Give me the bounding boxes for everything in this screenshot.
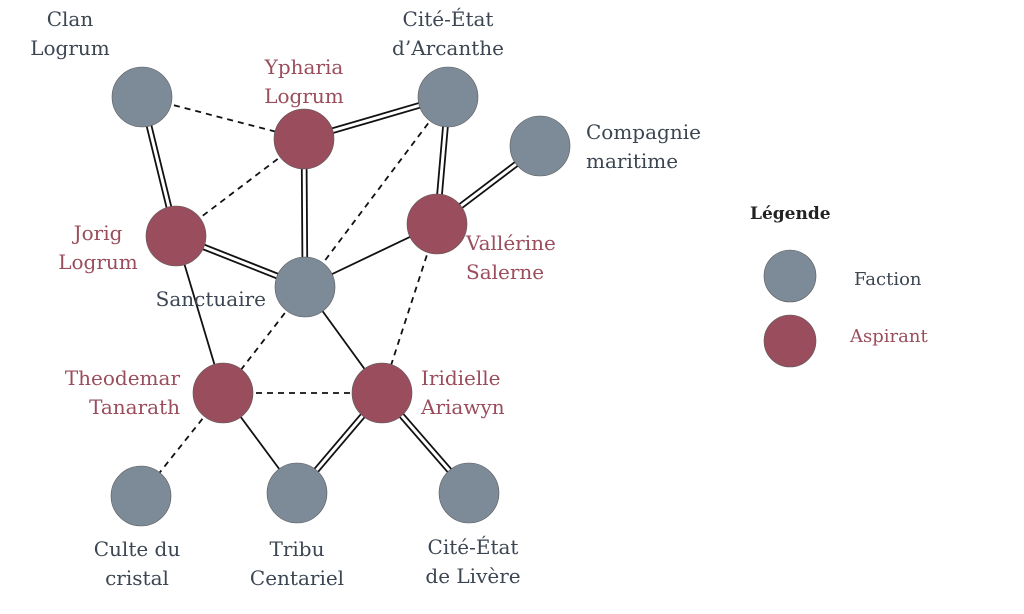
node-label-line: Tanarath xyxy=(89,395,180,419)
edge-dashed xyxy=(304,96,449,288)
node-label-line: maritime xyxy=(586,149,678,173)
legend-faction-label: Faction xyxy=(854,269,922,290)
node-cite-etat-livere-label: Cité-État de Livère xyxy=(425,535,520,588)
node-sanctuaire-label: Sanctuaire xyxy=(156,287,266,311)
node-jorig-logrum-circle xyxy=(145,205,207,267)
node-compagnie-maritime-label: Compagnie maritime xyxy=(586,120,701,173)
nodes-layer xyxy=(110,66,571,527)
node-label-line: Ariawyn xyxy=(420,395,505,419)
node-label-line: Culte du xyxy=(94,537,181,561)
legend: Légende Faction Aspirant xyxy=(750,204,928,368)
node-culte-du-cristal-label: Culte du cristal xyxy=(94,537,181,590)
node-label-line: Centariel xyxy=(250,566,344,590)
node-label-line: Tribu xyxy=(270,537,325,561)
node-label-line: Iridielle xyxy=(421,366,501,390)
node-label-line: Jorig xyxy=(72,221,123,245)
node-label-line: Clan xyxy=(47,7,94,31)
node-clan-logrum-circle xyxy=(111,66,173,128)
node-label-line: Logrum xyxy=(30,36,110,60)
node-cite-etat-arcanthe-label: Cité-État d’Arcanthe xyxy=(392,7,504,60)
node-tribu-centariel-label: Tribu Centariel xyxy=(250,537,344,590)
node-theodemar-tanarath-label: Theodemar Tanarath xyxy=(65,366,181,419)
node-label-line: Sanctuaire xyxy=(156,287,266,311)
node-label-line: Logrum xyxy=(58,250,138,274)
node-jorig-logrum-label: Jorig Logrum xyxy=(58,221,138,274)
node-cite-etat-livere-circle xyxy=(438,462,500,524)
node-label-line: Salerne xyxy=(466,260,544,284)
legend-aspirant-swatch xyxy=(763,314,817,368)
node-vallerine-salerne-circle xyxy=(406,193,468,255)
labels-layer: Clan Logrum Ypharia Logrum Cité-État d’Arcant… xyxy=(30,7,701,590)
edge-line xyxy=(304,96,449,288)
node-label-line: d’Arcanthe xyxy=(392,36,504,60)
node-label-line: Compagnie xyxy=(586,120,701,144)
node-cite-etat-arcanthe-circle xyxy=(417,66,479,128)
node-label-line: Ypharia xyxy=(264,55,344,79)
node-label-line: Cité-État xyxy=(403,7,494,31)
node-sanctuaire-circle xyxy=(274,256,336,318)
node-label-line: Theodemar xyxy=(65,366,181,390)
node-ypharia-logrum-circle xyxy=(273,108,335,170)
node-vallerine-salerne-label: Vallérine Salerne xyxy=(465,231,556,284)
node-compagnie-maritime-circle xyxy=(509,115,571,177)
node-iridielle-ariawyn-circle xyxy=(351,362,413,424)
node-ypharia-logrum-label: Ypharia Logrum xyxy=(264,55,344,108)
node-label-line: cristal xyxy=(105,566,169,590)
node-label-line: de Livère xyxy=(425,564,520,588)
node-label-line: Logrum xyxy=(264,84,344,108)
legend-title: Légende xyxy=(750,204,831,224)
node-label-line: Cité-État xyxy=(428,535,519,559)
node-theodemar-tanarath-circle xyxy=(192,362,254,424)
node-label-line: Vallérine xyxy=(465,231,556,255)
node-tribu-centariel-circle xyxy=(266,462,328,524)
legend-faction-swatch xyxy=(763,249,817,303)
legend-aspirant-label: Aspirant xyxy=(849,326,928,347)
node-clan-logrum-label: Clan Logrum xyxy=(30,7,110,60)
node-culte-du-cristal-circle xyxy=(110,465,172,527)
node-iridielle-ariawyn-label: Iridielle Ariawyn xyxy=(420,366,505,419)
